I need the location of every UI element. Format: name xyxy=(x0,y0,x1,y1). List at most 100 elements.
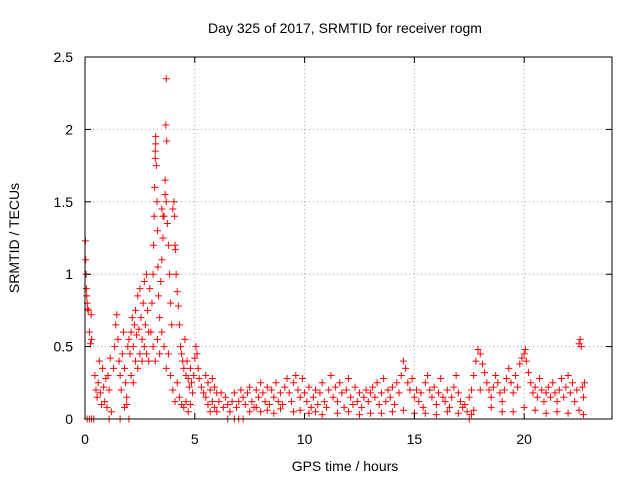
data-point xyxy=(128,314,136,322)
data-point xyxy=(170,198,178,206)
data-point xyxy=(525,369,533,377)
data-point xyxy=(263,383,271,391)
data-point xyxy=(399,357,407,365)
data-point xyxy=(443,386,451,394)
data-point xyxy=(287,398,295,406)
data-point xyxy=(279,401,287,409)
data-point xyxy=(481,369,489,377)
data-point xyxy=(190,372,198,380)
data-point xyxy=(137,314,145,322)
data-point xyxy=(424,372,432,380)
data-point xyxy=(377,409,385,417)
data-point xyxy=(461,401,469,409)
data-point xyxy=(404,379,412,387)
data-point xyxy=(283,374,291,382)
data-point xyxy=(164,241,172,249)
data-point xyxy=(115,357,123,365)
data-point xyxy=(305,383,313,391)
data-point xyxy=(195,374,203,382)
data-point xyxy=(226,408,234,416)
data-point xyxy=(142,350,150,358)
data-point xyxy=(83,292,91,300)
data-point xyxy=(134,292,142,300)
data-point xyxy=(104,372,112,380)
data-point xyxy=(307,403,315,411)
data-point xyxy=(138,357,146,365)
data-point xyxy=(395,389,403,397)
data-point xyxy=(163,220,171,228)
data-point xyxy=(154,263,162,271)
data-point xyxy=(113,311,121,319)
data-point xyxy=(496,389,504,397)
y-tick-label: 1.5 xyxy=(54,194,74,210)
data-point xyxy=(505,364,513,372)
data-point xyxy=(111,343,119,351)
data-point xyxy=(375,401,383,409)
data-point xyxy=(549,379,557,387)
x-tick-label: 10 xyxy=(297,431,313,447)
data-point xyxy=(430,383,438,391)
data-point xyxy=(248,398,256,406)
data-point xyxy=(540,398,548,406)
data-point xyxy=(364,398,372,406)
data-point xyxy=(129,379,137,387)
data-point xyxy=(470,406,478,414)
data-point xyxy=(103,403,111,411)
data-point xyxy=(193,350,201,358)
data-point xyxy=(149,270,157,278)
data-point xyxy=(520,350,528,358)
data-point xyxy=(191,354,199,362)
data-point xyxy=(426,386,434,394)
data-point xyxy=(158,328,166,336)
data-point xyxy=(162,121,170,129)
data-point xyxy=(465,393,473,401)
data-point xyxy=(175,321,183,329)
data-point xyxy=(136,350,144,358)
data-point xyxy=(91,372,99,380)
data-point xyxy=(575,406,583,414)
data-point xyxy=(538,386,546,394)
data-point xyxy=(257,408,265,416)
data-point xyxy=(290,379,298,387)
data-point xyxy=(521,345,529,353)
data-point xyxy=(314,401,322,409)
data-point xyxy=(353,398,361,406)
data-point xyxy=(568,379,576,387)
data-point xyxy=(175,393,183,401)
data-point xyxy=(419,403,427,411)
data-point xyxy=(141,321,149,329)
data-point xyxy=(334,398,342,406)
data-point xyxy=(156,350,164,358)
data-point xyxy=(533,393,541,401)
data-point xyxy=(296,393,304,401)
data-point xyxy=(144,306,152,314)
data-point xyxy=(261,398,269,406)
data-point xyxy=(276,405,284,413)
data-point xyxy=(110,364,118,372)
data-point xyxy=(182,398,190,406)
data-point xyxy=(155,292,163,300)
data-point xyxy=(362,386,370,394)
data-point xyxy=(518,354,526,362)
data-point xyxy=(268,386,276,394)
data-point xyxy=(166,270,174,278)
data-point xyxy=(228,398,236,406)
data-point xyxy=(318,379,326,387)
data-point xyxy=(360,393,368,401)
data-point xyxy=(443,408,451,416)
data-point xyxy=(408,374,416,382)
data-point xyxy=(312,408,320,416)
data-point xyxy=(509,389,517,397)
data-point xyxy=(162,364,170,372)
data-point xyxy=(406,386,414,394)
data-point xyxy=(557,374,565,382)
data-point xyxy=(340,403,348,411)
data-point xyxy=(119,328,127,336)
data-point xyxy=(272,379,280,387)
data-point xyxy=(156,314,164,322)
data-point xyxy=(187,379,195,387)
y-tick-label: 1 xyxy=(65,266,73,282)
data-point xyxy=(511,372,519,380)
data-point xyxy=(470,372,478,380)
data-point xyxy=(351,383,359,391)
